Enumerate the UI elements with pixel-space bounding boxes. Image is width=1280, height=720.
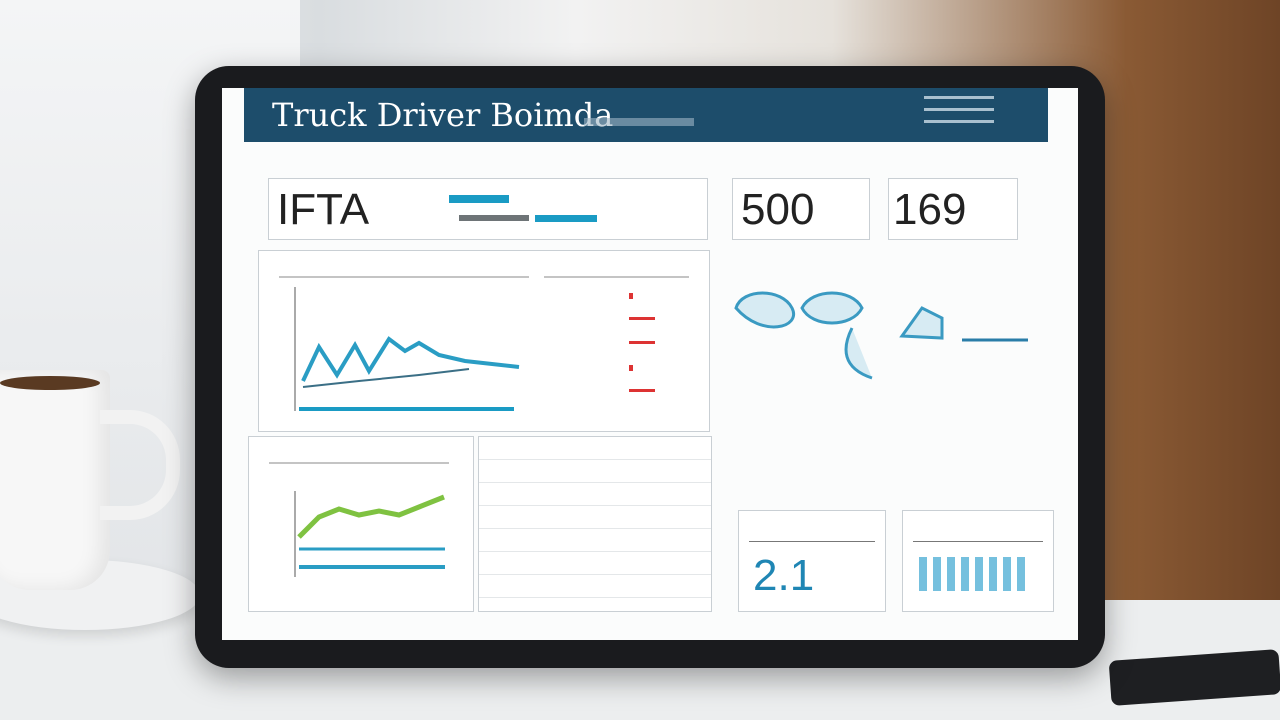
stat-value: 169 [893,185,967,234]
stat-value: 2.1 [753,551,815,600]
chart-panel [248,436,474,612]
divider [749,541,875,542]
stat-card: 500 [732,178,870,240]
coffee-cup [0,370,110,590]
stat-card: 2.1 [738,510,886,612]
data-table [478,436,712,612]
coffee [0,376,100,390]
bar [459,215,529,221]
route-shape [734,291,873,380]
bar [535,215,597,222]
bar [449,195,509,203]
header-menu [924,96,994,132]
stat-value: 500 [741,185,815,234]
ifta-card: IFTA [268,178,708,240]
line-chart [269,462,449,577]
stat-card [902,510,1054,612]
header-subtitle-placeholder [584,118,694,126]
chart-panel [258,250,710,432]
illegible-value [919,557,1029,591]
series-line [297,494,445,539]
line-chart [279,276,689,411]
divider [913,541,1043,542]
header-bar: Truck Driver Boimda [244,88,1048,142]
series-line [301,336,520,382]
stat-card: 169 [888,178,1018,240]
route-shape [899,306,944,340]
map-sketch [734,291,1028,380]
header-title: Truck Driver Boimda [272,96,614,134]
ifta-label: IFTA [277,185,370,234]
series-line [302,368,470,388]
row-markers [629,293,655,392]
screen: Truck Driver Boimda IFTA 500 169 [222,88,1078,640]
